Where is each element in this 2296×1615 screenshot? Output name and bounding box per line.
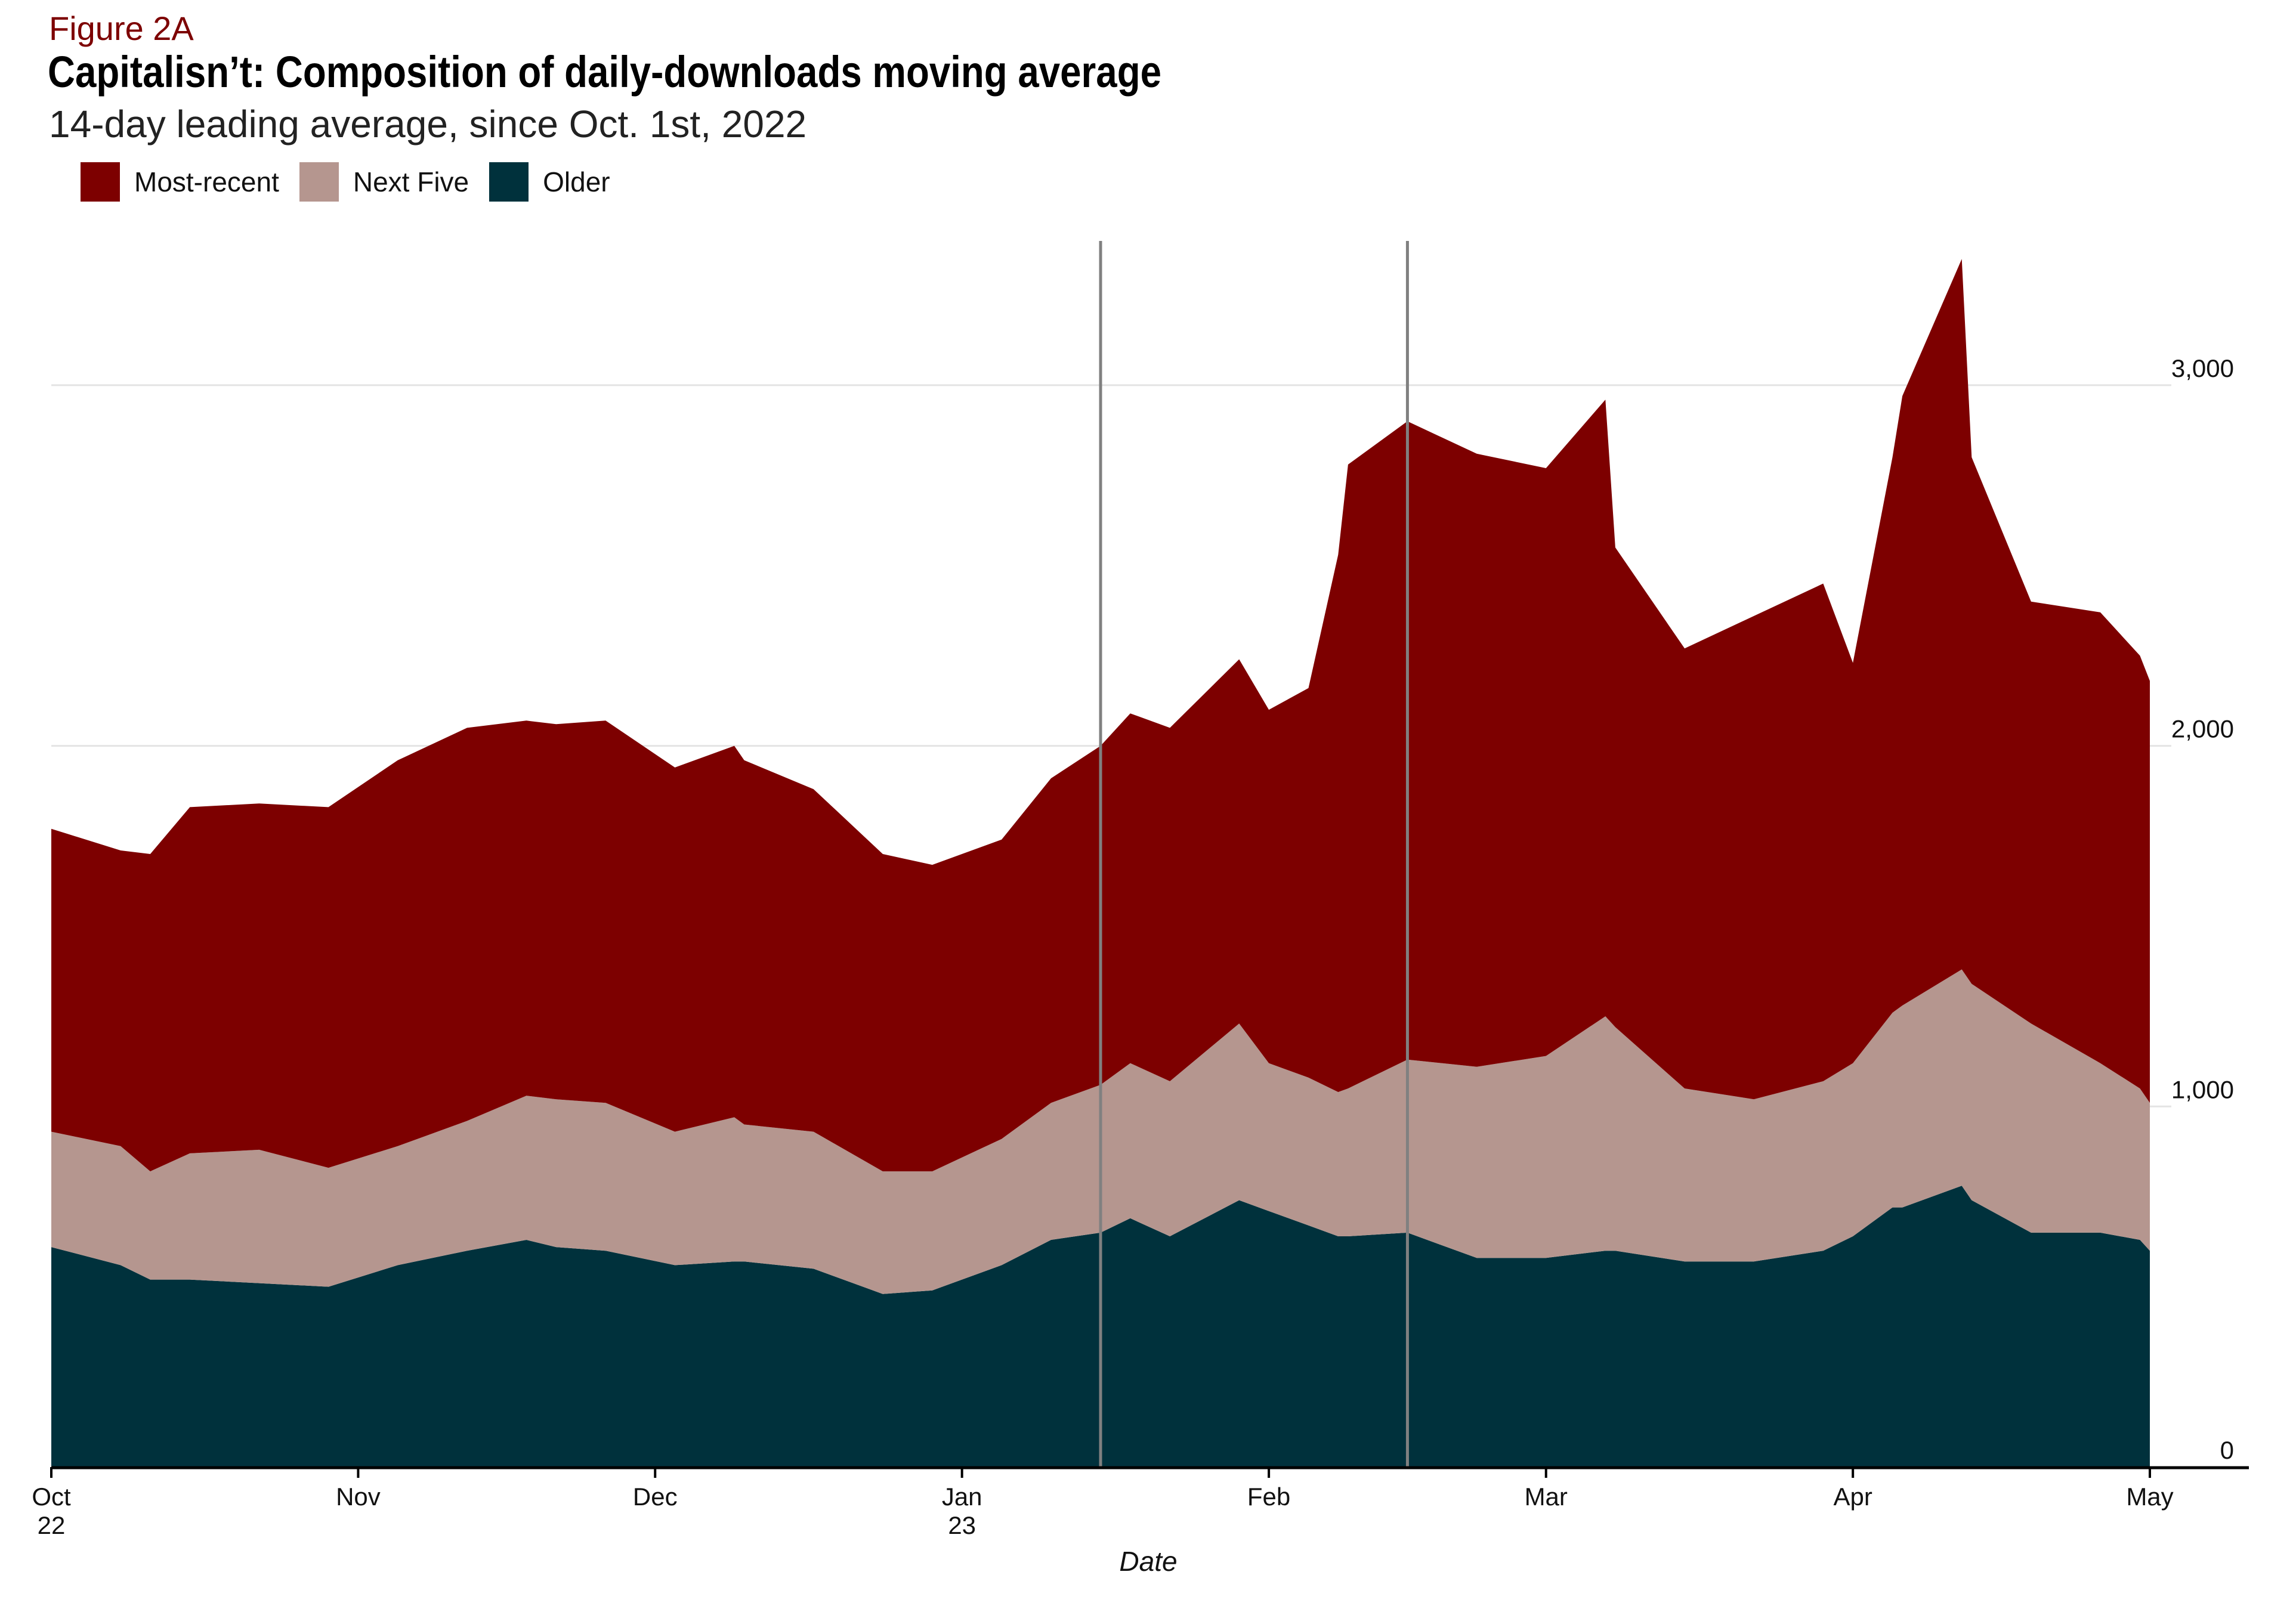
- legend-item-most-recent: Most-recent: [81, 162, 279, 202]
- reference-lines: [1099, 241, 1409, 1467]
- x-tick-sublabel-jan: 23: [948, 1511, 976, 1539]
- legend: Most-recent Next Five Older: [81, 162, 631, 202]
- legend-swatch-older: [489, 162, 529, 202]
- x-tick-sublabel-oct: 22: [38, 1511, 66, 1539]
- x-tick-label-may: May: [2126, 1483, 2173, 1511]
- x-tick-label-dec: Dec: [633, 1483, 678, 1511]
- figure-label: Figure 2A: [49, 10, 194, 47]
- y-tick-label-2000: 2,000: [2171, 715, 2234, 743]
- legend-label-most-recent: Most-recent: [134, 166, 279, 197]
- legend-label-next-five: Next Five: [353, 166, 469, 197]
- x-tick-label-oct: Oct: [32, 1483, 71, 1511]
- legend-item-older: Older: [489, 162, 610, 202]
- y-tick-label-3000: 3,000: [2171, 354, 2234, 382]
- area-most-recent: [51, 259, 2150, 1172]
- y-tick-label-1000: 1,000: [2171, 1075, 2234, 1103]
- x-tick-label-apr: Apr: [1833, 1483, 1872, 1511]
- x-tick-label-nov: Nov: [336, 1483, 381, 1511]
- legend-swatch-next-five: [299, 162, 339, 202]
- legend-swatch-most-recent: [81, 162, 120, 202]
- x-tick-label-mar: Mar: [1525, 1483, 1568, 1511]
- x-tick-label-feb: Feb: [1247, 1483, 1290, 1511]
- chart-title: Capitalisn’t: Composition of daily-downl…: [48, 47, 1161, 97]
- legend-label-older: Older: [543, 166, 610, 197]
- x-tick-label-jan: Jan: [942, 1483, 982, 1511]
- legend-item-next-five: Next Five: [299, 162, 469, 202]
- x-axis-label: Date: [1119, 1546, 1177, 1577]
- y-tick-label-0: 0: [2220, 1436, 2234, 1464]
- chart-subtitle: 14-day leading average, since Oct. 1st, …: [49, 103, 807, 146]
